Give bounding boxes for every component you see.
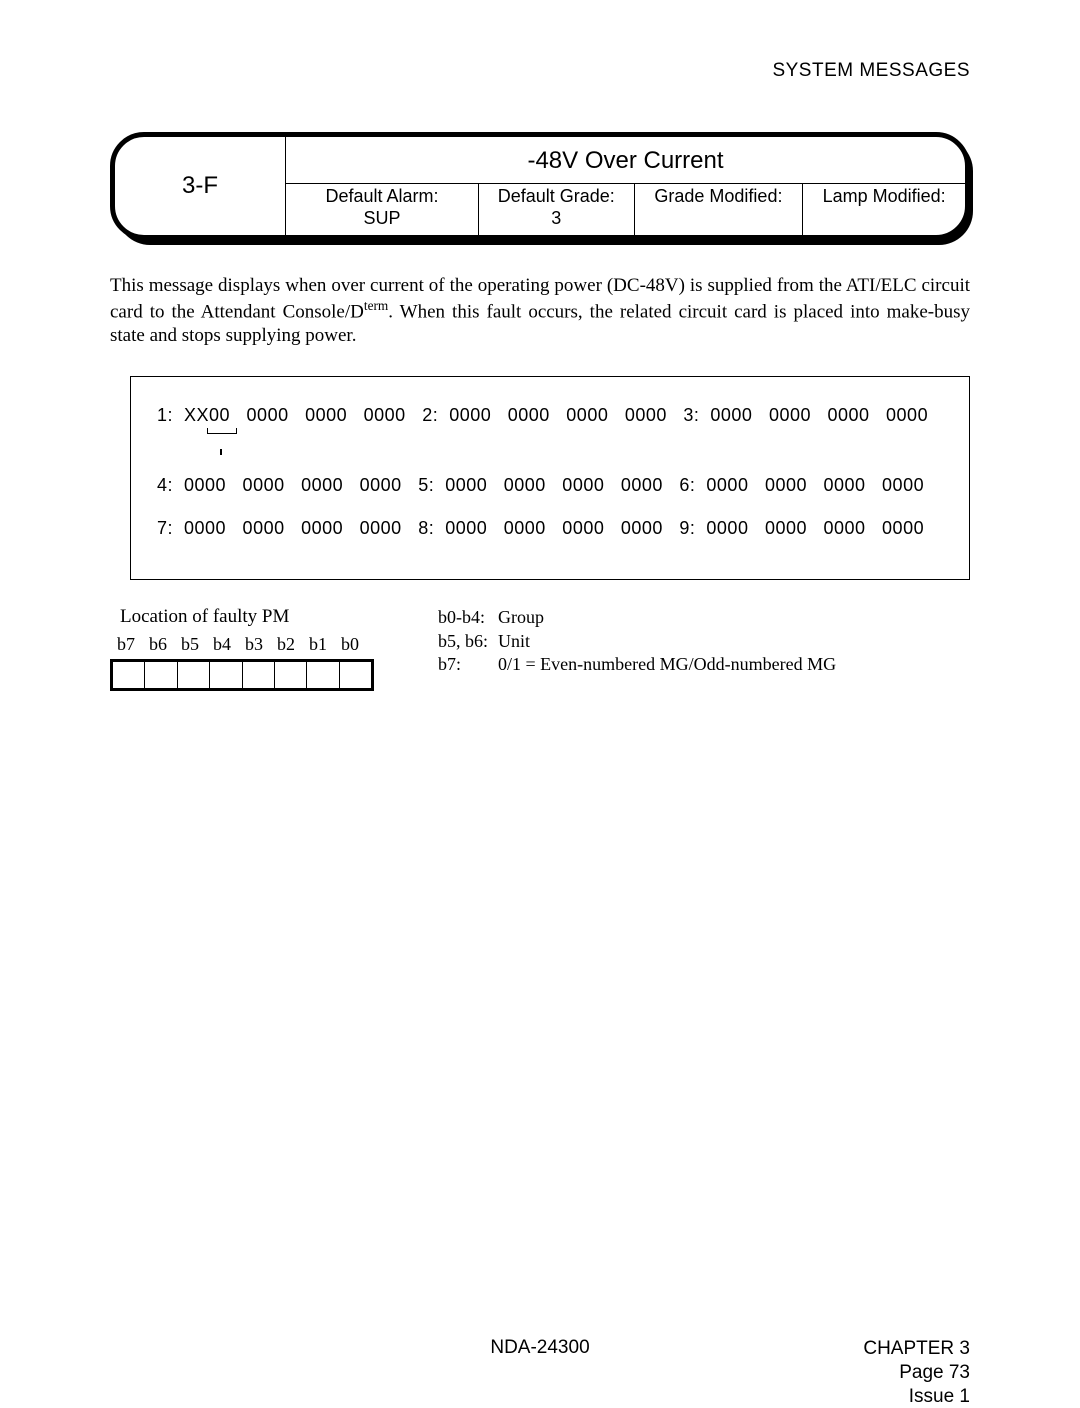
attr-label: Lamp Modified: [823, 186, 946, 206]
message-title: -48V Over Current [286, 137, 966, 184]
bit-label: b6 [142, 634, 174, 655]
data-row: 4: 0000 0000 0000 0000 5: 0000 0000 0000… [157, 473, 943, 498]
footer-doc-number: NDA-24300 [110, 1337, 970, 1359]
bit-label: b1 [302, 634, 334, 655]
bit-label: b0 [334, 634, 366, 655]
footer-issue: Issue 1 [863, 1385, 970, 1408]
bit-label: b2 [270, 634, 302, 655]
desc-superscript: term [364, 298, 388, 313]
bit-label: b3 [238, 634, 270, 655]
message-description: This message displays when over current … [110, 274, 970, 348]
attr-label: Default Alarm: [325, 186, 438, 206]
pm-location-label: Location of faulty PM [120, 606, 410, 628]
callout-bracket [207, 428, 235, 455]
bit-desc-val: Unit [498, 630, 530, 653]
data-row: 1: XX00 0000 0000 0000 2: 0000 0000 0000… [157, 403, 943, 428]
footer-page: Page 73 [863, 1361, 970, 1385]
section-header: SYSTEM MESSAGES [110, 60, 970, 82]
attr-default-grade: Default Grade: 3 [479, 184, 635, 236]
message-id: 3-F [115, 137, 286, 235]
attr-value: SUP [363, 208, 400, 228]
attr-label: Grade Modified: [654, 186, 782, 206]
bit-desc-key: b7: [438, 653, 498, 676]
bit-desc-val: Group [498, 606, 544, 629]
attr-grade-modified: Grade Modified: [634, 184, 803, 236]
bit-label: b5 [174, 634, 206, 655]
bit-byte-box [110, 659, 374, 691]
attr-default-alarm: Default Alarm: SUP [286, 184, 479, 236]
bit-desc-val: 0/1 = Even-numbered MG/Odd-numbered MG [498, 653, 836, 676]
footer-chapter: CHAPTER 3 [863, 1337, 970, 1361]
attr-value: 3 [551, 208, 561, 228]
hex-data-block: 1: XX00 0000 0000 0000 2: 0000 0000 0000… [130, 376, 970, 581]
bit-desc-key: b0-b4: [438, 606, 498, 629]
message-header-box: 3-F -48V Over Current Default Alarm: SUP… [110, 132, 970, 240]
bit-label: b4 [206, 634, 238, 655]
bit-desc-key: b5, b6: [438, 630, 498, 653]
attr-lamp-modified: Lamp Modified: [803, 184, 965, 236]
data-row: 7: 0000 0000 0000 0000 8: 0000 0000 0000… [157, 516, 943, 541]
attr-label: Default Grade: [498, 186, 615, 206]
bit-description-list: b0-b4:Group b5, b6:Unit b7:0/1 = Even-nu… [438, 606, 836, 676]
bit-header-row: b7b6b5b4b3b2b1b0 [110, 634, 410, 655]
bit-label: b7 [110, 634, 142, 655]
